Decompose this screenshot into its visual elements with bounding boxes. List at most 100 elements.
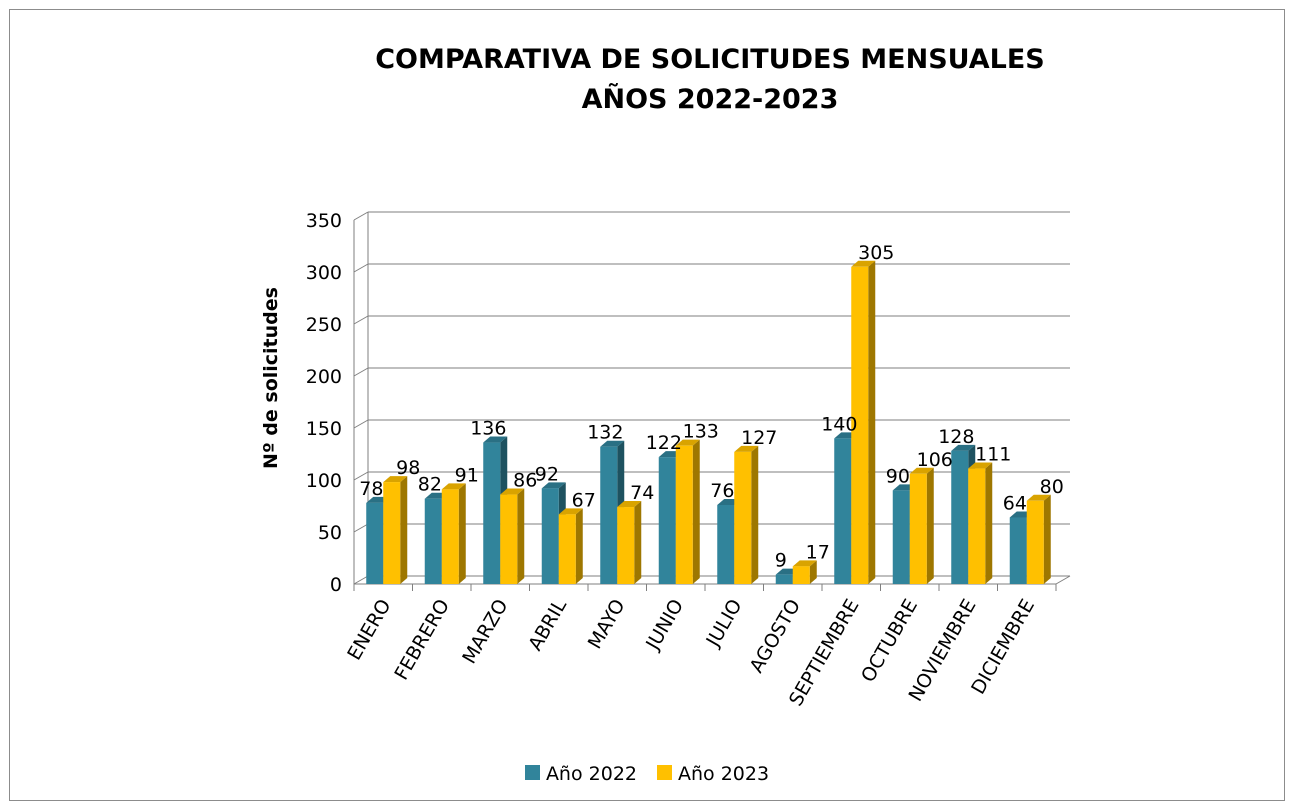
bar-front xyxy=(600,446,618,584)
legend-label: Año 2023 xyxy=(678,762,770,785)
data-label: 86 xyxy=(513,470,537,492)
data-label: 74 xyxy=(630,482,654,504)
bar-front xyxy=(834,438,852,584)
x-tick-label: FEBRERO xyxy=(390,596,454,684)
bar-front xyxy=(951,450,969,584)
data-label: 136 xyxy=(470,418,506,440)
chart-subtitle: AÑOS 2022-2023 xyxy=(581,84,839,115)
bar-top xyxy=(383,476,408,483)
legend-swatch xyxy=(524,764,540,780)
bar-front xyxy=(892,490,910,584)
gridline-depth xyxy=(353,575,369,585)
bars xyxy=(366,260,1051,584)
data-label: 90 xyxy=(886,465,910,487)
bar-side xyxy=(809,560,817,584)
data-label: 305 xyxy=(858,242,894,264)
data-label: 91 xyxy=(455,464,479,486)
bar-front xyxy=(851,266,869,584)
bar-side xyxy=(458,483,466,584)
bar-2023 xyxy=(909,467,934,584)
bar-side xyxy=(575,508,583,584)
bar-side xyxy=(517,488,525,584)
bar-2023 xyxy=(617,501,642,584)
bar-top xyxy=(951,444,976,451)
x-tick-label: JUNIO xyxy=(641,596,688,655)
bar-front xyxy=(483,442,501,584)
data-label: 78 xyxy=(359,478,383,500)
gridline-depth xyxy=(353,471,369,481)
bar-side xyxy=(400,476,408,584)
bar-front xyxy=(617,507,635,584)
y-tick-label: 150 xyxy=(306,418,342,440)
bar-top xyxy=(675,439,700,446)
bar-2023 xyxy=(968,462,993,584)
bar-side xyxy=(926,467,934,584)
data-label: 122 xyxy=(646,432,682,454)
y-tick-label: 250 xyxy=(306,314,342,336)
bar-2023 xyxy=(1026,494,1051,584)
bar-top xyxy=(441,483,466,490)
bar-side xyxy=(985,462,993,584)
bar-front xyxy=(734,451,752,584)
bar-top xyxy=(600,440,625,447)
data-label: 64 xyxy=(1003,492,1027,514)
legend: Año 2022 Año 2023 xyxy=(0,762,1294,785)
x-tick-label: MARZO xyxy=(458,596,512,668)
bar-front xyxy=(658,457,676,584)
gridline-depth xyxy=(353,315,369,325)
x-axis-depth xyxy=(1055,575,1071,585)
bar-side xyxy=(1043,494,1051,584)
bar-front xyxy=(558,514,576,584)
bar-2023 xyxy=(675,439,700,584)
bar-front xyxy=(541,488,559,584)
data-label: 127 xyxy=(741,427,777,449)
gridline-depth xyxy=(353,367,369,377)
bar-top xyxy=(558,508,583,515)
y-tick-label: 50 xyxy=(318,522,342,544)
gridline-depth xyxy=(353,211,369,221)
bar-2023 xyxy=(851,260,876,584)
bar-front xyxy=(775,574,793,584)
data-label: 9 xyxy=(775,550,787,572)
bar-2023 xyxy=(792,560,817,584)
bar-front xyxy=(366,502,384,584)
legend-label: Año 2022 xyxy=(545,762,637,785)
data-label: 128 xyxy=(938,426,974,448)
legend-item: Año 2023 xyxy=(657,763,769,785)
data-label: 76 xyxy=(710,480,734,502)
bar-front xyxy=(500,494,518,584)
x-tick-label: JULIO xyxy=(702,596,747,652)
y-tick-label: 0 xyxy=(330,574,342,596)
bar-side xyxy=(868,260,876,584)
x-tick-label: ENERO xyxy=(343,596,395,664)
bar-front xyxy=(717,504,735,584)
data-label: 140 xyxy=(821,413,857,435)
data-label: 111 xyxy=(975,444,1011,466)
bar-2023 xyxy=(500,488,525,584)
bar-top xyxy=(541,482,566,489)
gridline-depth xyxy=(353,263,369,273)
bar-top xyxy=(617,501,642,508)
bar-top xyxy=(968,462,993,469)
bar-front xyxy=(441,489,459,584)
y-tick-label: 200 xyxy=(306,366,342,388)
y-tick-label: 350 xyxy=(306,210,342,232)
bar-2023 xyxy=(441,483,466,584)
data-label: 17 xyxy=(806,541,830,563)
data-label: 98 xyxy=(396,457,420,479)
y-tick-label: 100 xyxy=(306,470,342,492)
x-tick-label: OCTUBRE xyxy=(857,596,922,687)
bar-2023 xyxy=(734,445,759,584)
bar-top xyxy=(483,436,508,443)
bar-top xyxy=(734,445,759,452)
bar-top xyxy=(500,488,525,495)
bar-top xyxy=(909,467,934,474)
bar-top xyxy=(851,260,876,267)
bar-side xyxy=(751,445,759,584)
bar-front xyxy=(1026,500,1044,584)
bar-front xyxy=(1009,517,1027,584)
chart-title-block: COMPARATIVA DE SOLICITUDES MENSUALES AÑO… xyxy=(0,40,1294,120)
bar-front xyxy=(968,468,986,584)
bar-side xyxy=(634,501,642,584)
